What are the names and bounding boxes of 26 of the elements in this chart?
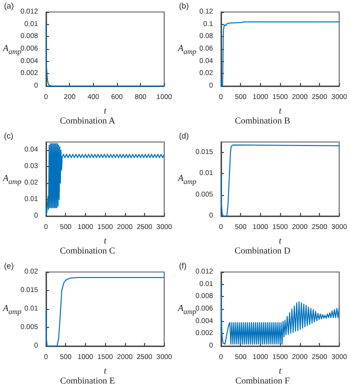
- x-axis-title: t: [278, 235, 282, 246]
- line-series: [46, 143, 165, 215]
- x-axis-title: t: [104, 105, 107, 116]
- text: Combination F: [235, 376, 290, 386]
- x-axis-title: t: [278, 105, 282, 116]
- x-axis-title: t: [104, 235, 107, 246]
- text: (d): [179, 132, 190, 140]
- y-axis-title: A$_{amp}$: [178, 43, 196, 56]
- text: (f): [179, 262, 187, 270]
- text: (a): [4, 2, 14, 10]
- text: (b): [179, 2, 190, 10]
- y-axis-title: A$_{amp}$: [3, 43, 22, 56]
- text: Combination E: [60, 376, 116, 386]
- text: (e): [4, 262, 14, 270]
- x-axis-title: t: [104, 365, 107, 376]
- y-axis-title: A$_{amp}$: [178, 303, 196, 316]
- x-axis-title: t: [278, 365, 282, 376]
- y-axis-title: A$_{amp}$: [3, 303, 22, 316]
- text: Combination A: [60, 116, 116, 126]
- y-axis-title: A$_{amp}$: [3, 173, 22, 186]
- text: Combination B: [234, 116, 290, 126]
- y-axis-title: A$_{amp}$: [178, 173, 196, 186]
- text: (c): [4, 132, 14, 140]
- text: Combination C: [60, 246, 116, 256]
- line-series: [220, 144, 340, 216]
- text: Combination D: [234, 246, 291, 256]
